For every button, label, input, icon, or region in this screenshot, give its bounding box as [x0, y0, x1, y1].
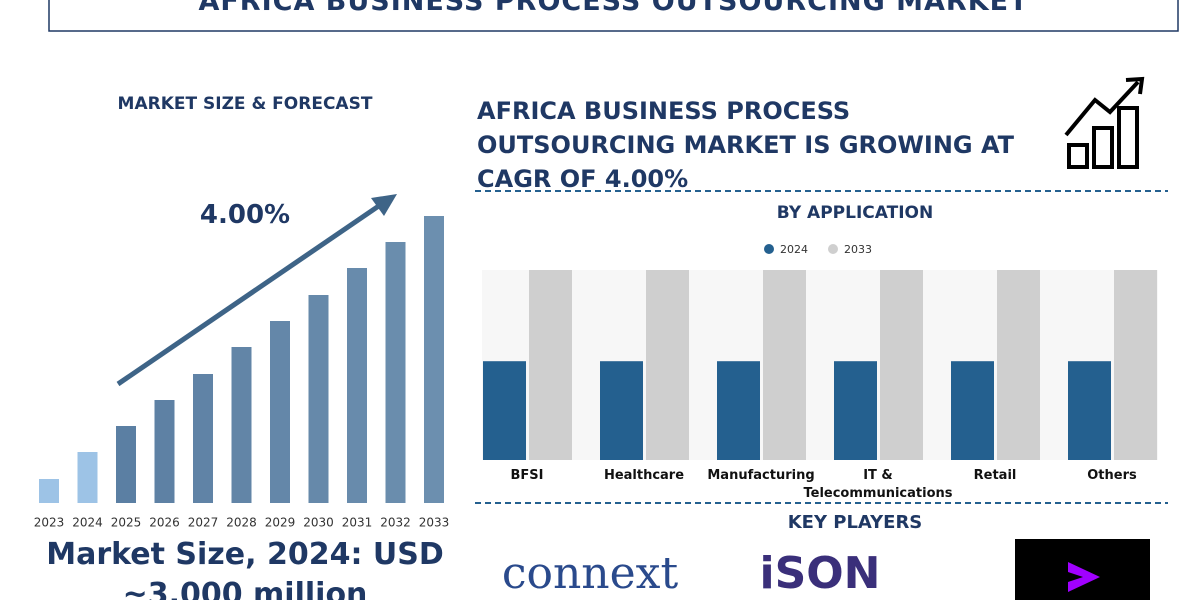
- bar: [385, 242, 406, 503]
- x-tick-label: Retail: [973, 468, 1017, 483]
- bar: [1068, 361, 1111, 460]
- x-tick-label: Others: [1087, 468, 1137, 483]
- bar: [231, 347, 252, 503]
- bar: [424, 216, 444, 503]
- bar: [154, 400, 175, 503]
- x-tick-label: 2029: [265, 516, 296, 530]
- legend-label: 2024: [780, 243, 808, 256]
- company-logo: connext: [501, 548, 679, 599]
- x-tick-label: 2023: [34, 516, 65, 530]
- x-tick-label: 2031: [342, 516, 373, 530]
- x-tick-label: 2028: [226, 516, 257, 530]
- title-box: [48, 0, 1179, 32]
- x-tick-label: 2026: [149, 516, 180, 530]
- logo-mark: [1068, 562, 1100, 592]
- bar: [308, 295, 329, 503]
- chart-title: BY APPLICATION: [776, 203, 934, 223]
- x-tick-label: 2025: [111, 516, 142, 530]
- growth-arrow: [116, 194, 397, 387]
- growth-icon: [1064, 76, 1145, 169]
- plot-area: [482, 270, 1158, 460]
- bar: [116, 426, 136, 503]
- bar: [997, 270, 1040, 460]
- key-players-heading: KEY PLAYERS: [787, 512, 923, 533]
- x-tick-label: 2027: [188, 516, 219, 530]
- bar: [270, 321, 290, 503]
- bar: [646, 270, 689, 460]
- bar: [834, 361, 877, 460]
- bar: [1114, 270, 1157, 460]
- x-tick-label: 2032: [380, 516, 411, 530]
- bar: [880, 270, 923, 460]
- x-tick-label: Healthcare: [603, 468, 685, 483]
- headline: AFRICA BUSINESS PROCESS OUTSOURCING MARK…: [477, 97, 1015, 193]
- x-tick-label: 2024: [72, 516, 103, 530]
- bar: [483, 361, 526, 460]
- title: AFRICA BUSINESS PROCESS OUTSOURCING MARK…: [198, 0, 1029, 17]
- legend-swatch: [828, 244, 838, 254]
- bar: [951, 361, 994, 460]
- bar: [39, 479, 59, 503]
- bar: [77, 452, 98, 503]
- x-tick-label: 2030: [303, 516, 334, 530]
- bar: [347, 268, 367, 503]
- bar: [717, 361, 760, 460]
- legend-label: 2033: [844, 243, 872, 256]
- x-tick-label: BFSI: [510, 468, 544, 483]
- bar: [763, 270, 806, 460]
- x-tick-label: 2033: [419, 516, 450, 530]
- company-logo: iSON: [759, 548, 881, 599]
- market-size: Market Size, 2024: USD ~3,000 million: [46, 537, 444, 600]
- legend-swatch: [764, 244, 774, 254]
- x-tick-label: Manufacturing: [707, 468, 815, 483]
- bar: [193, 374, 213, 503]
- x-tick-label: IT & Telecommunications: [803, 468, 953, 501]
- forecast-heading: MARKET SIZE & FORECAST: [117, 94, 373, 114]
- cagr-label: 4.00%: [199, 200, 291, 230]
- bar: [600, 361, 643, 460]
- bar: [529, 270, 572, 460]
